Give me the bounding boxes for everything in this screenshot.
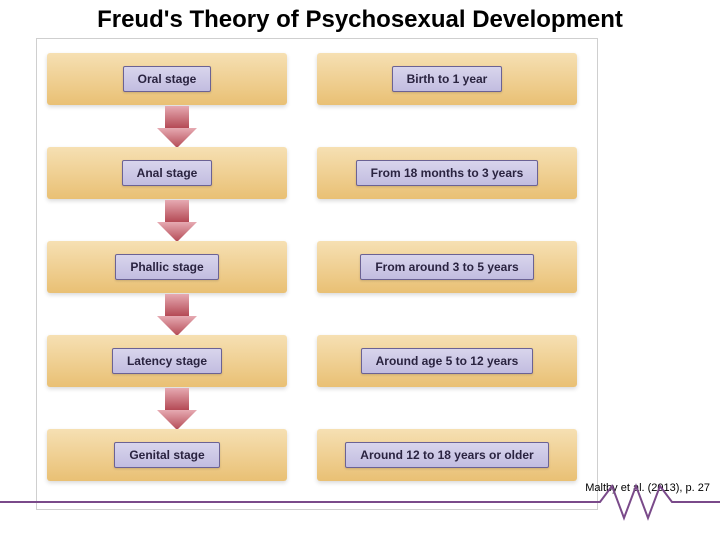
age-label-3: Around age 5 to 12 years: [361, 348, 534, 374]
stage-label-0: Oral stage: [123, 66, 212, 92]
age-bar-1: From 18 months to 3 years: [317, 147, 577, 199]
stage-label-4: Genital stage: [114, 442, 219, 468]
stage-bar-2: Phallic stage: [47, 241, 287, 293]
arrow-0: [147, 106, 207, 148]
stage-label-3: Latency stage: [112, 348, 222, 374]
diagram-frame: Oral stage Birth to 1 year Anal stage Fr…: [36, 38, 598, 510]
stage-bar-0: Oral stage: [47, 53, 287, 105]
citation-text: Maltby et al. (2013), p. 27: [585, 482, 710, 494]
age-bar-3: Around age 5 to 12 years: [317, 335, 577, 387]
arrow-1: [147, 200, 207, 242]
stage-bar-1: Anal stage: [47, 147, 287, 199]
age-bar-4: Around 12 to 18 years or older: [317, 429, 577, 481]
age-bar-2: From around 3 to 5 years: [317, 241, 577, 293]
stage-bar-3: Latency stage: [47, 335, 287, 387]
age-label-2: From around 3 to 5 years: [360, 254, 533, 280]
page-title: Freud's Theory of Psychosexual Developme…: [0, 0, 720, 34]
age-label-4: Around 12 to 18 years or older: [345, 442, 548, 468]
stage-row-0: Oral stage Birth to 1 year: [37, 53, 597, 105]
arrow-3: [147, 388, 207, 430]
stage-row-4: Genital stage Around 12 to 18 years or o…: [37, 429, 597, 481]
age-bar-0: Birth to 1 year: [317, 53, 577, 105]
stage-label-1: Anal stage: [122, 160, 213, 186]
stage-row-3: Latency stage Around age 5 to 12 years: [37, 335, 597, 387]
stage-row-2: Phallic stage From around 3 to 5 years: [37, 241, 597, 293]
stage-bar-4: Genital stage: [47, 429, 287, 481]
age-label-0: Birth to 1 year: [392, 66, 503, 92]
stage-label-2: Phallic stage: [115, 254, 218, 280]
arrow-2: [147, 294, 207, 336]
stage-row-1: Anal stage From 18 months to 3 years: [37, 147, 597, 199]
age-label-1: From 18 months to 3 years: [356, 160, 539, 186]
